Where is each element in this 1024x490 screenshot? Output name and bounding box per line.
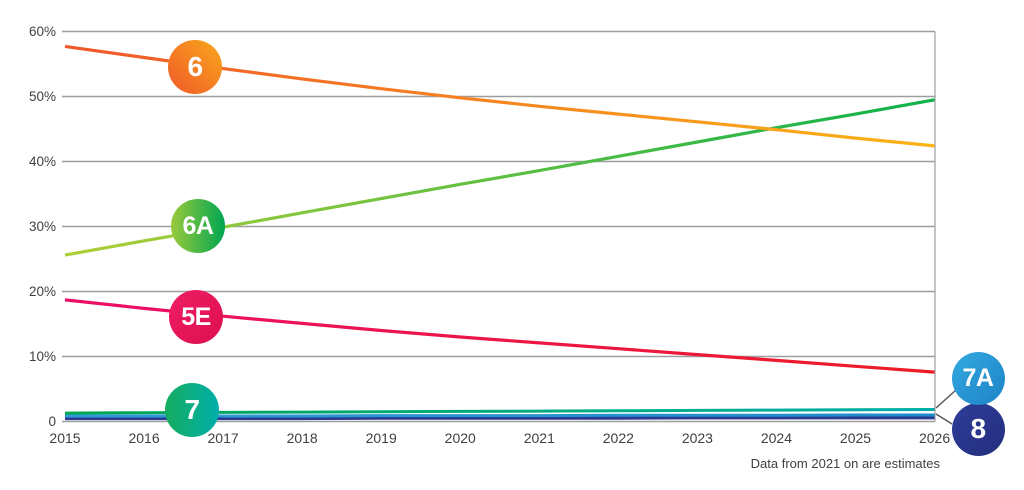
y-axis-label-50%: 50% bbox=[28, 88, 56, 104]
badge-connector-1 bbox=[935, 413, 953, 425]
y-axis-label-30%: 30% bbox=[28, 218, 56, 234]
footnote: Data from 2021 on are estimates bbox=[750, 456, 940, 471]
series-badge-7A: 7A bbox=[951, 351, 1005, 405]
y-axis-label-60%: 60% bbox=[28, 23, 56, 39]
y-axis-label-10%: 10% bbox=[28, 348, 56, 364]
x-axis-label-2019: 2019 bbox=[365, 430, 397, 446]
y-axis-label-40%: 40% bbox=[28, 153, 56, 169]
x-axis-label-2018: 2018 bbox=[286, 430, 318, 446]
series-badge-7: 7 bbox=[165, 383, 219, 437]
series-badge-6A: 6A bbox=[171, 199, 225, 253]
series-badge-5E: 5E bbox=[169, 290, 223, 344]
x-axis-label-2022: 2022 bbox=[602, 430, 634, 446]
x-axis-label-2017: 2017 bbox=[207, 430, 239, 446]
x-axis-label-2025: 2025 bbox=[839, 430, 872, 446]
series-badge-6: 6 bbox=[168, 40, 222, 94]
x-axis-label-2020: 2020 bbox=[444, 430, 476, 446]
x-axis-label-2021: 2021 bbox=[523, 430, 555, 446]
badge-connector-0 bbox=[935, 389, 957, 409]
x-axis-label-2024: 2024 bbox=[760, 430, 793, 446]
x-axis-label-2016: 2016 bbox=[128, 430, 160, 446]
x-axis-label-2015: 2015 bbox=[49, 430, 81, 446]
y-axis-label-0: 0 bbox=[48, 413, 56, 429]
x-axis-label-2023: 2023 bbox=[681, 430, 713, 446]
series-badge-8: 8 bbox=[951, 402, 1005, 456]
x-axis-label-2026: 2026 bbox=[918, 430, 951, 446]
y-axis-label-20%: 20% bbox=[28, 283, 56, 299]
